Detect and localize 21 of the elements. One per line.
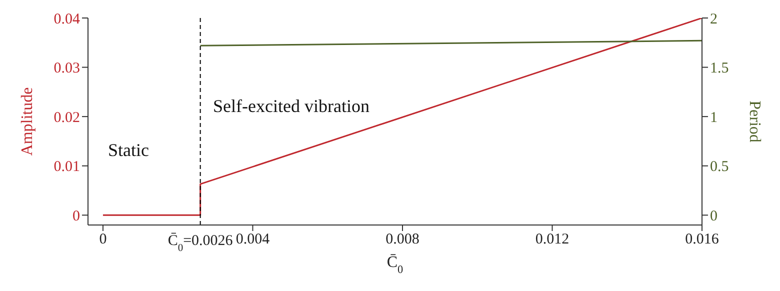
x-tick-label: 0.004 [236,232,270,248]
x-tick-label: 0.008 [386,232,420,248]
y2-tick-label: 0.5 [710,159,729,176]
y2-tick-label: 1.5 [710,60,729,77]
y2-tick-label: 0 [710,208,718,224]
x-axis-title: C̄$_{0}$ [386,254,404,276]
y-axis-title: Amplitude [19,87,36,156]
y-tick-label: 0.01 [54,159,80,176]
x-tick-label: 0.012 [535,232,570,248]
x-tick-label: 0.016 [685,232,720,248]
y2-tick-label: 2 [710,11,718,28]
y-tick-label: 0.02 [54,110,80,126]
y-tick-label: 0.04 [54,11,80,28]
y-tick-label: 0.03 [54,60,80,77]
annotation: Self-excited vibration [213,96,370,117]
annotation: Static [108,140,149,161]
y2-tick-label: 1 [710,110,718,126]
x-tick-label: 0 [99,232,107,248]
y2-axis-title: Period [746,100,763,142]
ref-line-label: C̄$_{0}$=0.0026 [168,232,234,254]
y-tick-label: 0 [72,208,80,224]
